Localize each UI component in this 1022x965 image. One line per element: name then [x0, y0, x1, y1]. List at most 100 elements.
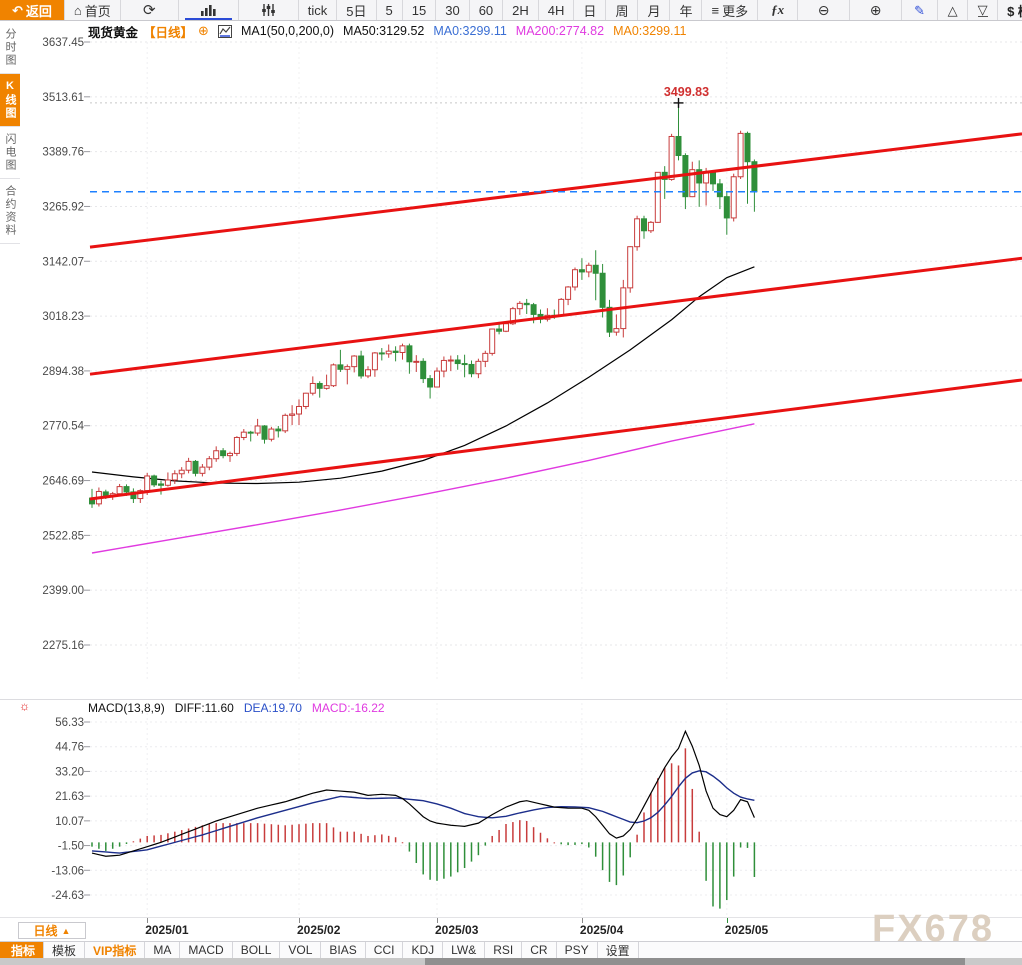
more-button[interactable]: ≡ 更多: [702, 0, 759, 20]
tab-RSI[interactable]: RSI: [485, 942, 523, 958]
svg-text:33.20: 33.20: [55, 766, 84, 778]
back-button[interactable]: ↶ 返回: [0, 0, 65, 20]
svg-text:10.07: 10.07: [55, 816, 84, 828]
refresh-button[interactable]: ⟳: [120, 0, 179, 20]
candles-layer: [89, 102, 758, 508]
svg-text:3499.83: 3499.83: [664, 85, 709, 99]
date-label-2025/03: 2025/03: [435, 923, 479, 937]
svg-text:-13.06: -13.06: [51, 865, 84, 877]
triangle-down-icon: ▽: [977, 2, 988, 17]
chart-type-sidebar: 分时图 K线图 闪电图 合约资料: [0, 22, 20, 244]
formula-button[interactable]: ƒx: [758, 0, 799, 20]
period-dropdown-button[interactable]: 日线 ▲: [18, 922, 86, 939]
svg-text:56.33: 56.33: [55, 717, 84, 729]
tab-CR[interactable]: CR: [522, 942, 557, 958]
month-tick: [299, 918, 300, 923]
refresh-icon: ⟳: [143, 1, 156, 19]
sidebar-item-合约资料[interactable]: 合约资料: [0, 179, 20, 244]
tab-LW&[interactable]: LW&: [443, 942, 486, 958]
indicator-adjust-button[interactable]: [238, 0, 299, 20]
add-indicator-icon[interactable]: ⊕: [198, 23, 209, 38]
zoom-out-icon: ⊖: [817, 2, 830, 18]
date-label-2025/05: 2025/05: [724, 923, 769, 937]
tab-CCI[interactable]: CCI: [365, 942, 404, 958]
period-button-30[interactable]: 30: [436, 0, 470, 20]
macd-definition: MACD(13,8,9): [88, 701, 165, 715]
macd-lines: [91, 729, 755, 857]
month-tick: [581, 918, 583, 923]
back-icon: ↶: [12, 2, 23, 18]
period-button-5[interactable]: 5: [376, 0, 403, 20]
tab-BOLL[interactable]: BOLL: [232, 942, 281, 958]
date-label-2025/04: 2025/04: [579, 923, 624, 937]
ma200-value: MA200:2774.82: [515, 24, 605, 38]
triangle-down-button[interactable]: ▽: [968, 0, 999, 20]
zoom-in-button[interactable]: ⊕: [850, 0, 903, 20]
indicator-settings-icon[interactable]: ☼: [19, 699, 30, 713]
ma0-orange-value: MA0:3299.11: [613, 24, 687, 38]
tab-BIAS[interactable]: BIAS: [321, 942, 366, 958]
draw-button[interactable]: ✎: [902, 0, 939, 20]
period-buttons: tick 5日 5 15 30 60 2H 4H 日周月年: [298, 0, 703, 20]
tab-PSY[interactable]: PSY: [556, 942, 598, 958]
tab-MA[interactable]: MA: [145, 942, 181, 958]
triangle-up-icon: △: [947, 2, 958, 18]
period-button-15[interactable]: 15: [402, 0, 437, 20]
fx-icon: ƒx: [771, 2, 785, 17]
sidebar-item-分时图[interactable]: 分时图: [0, 22, 20, 74]
tab-模板[interactable]: 模板: [44, 942, 86, 958]
tab-指标[interactable]: 指标: [3, 942, 45, 958]
scrollbar-thumb[interactable]: [425, 958, 965, 965]
period-button-周[interactable]: 周: [606, 0, 639, 20]
svg-text:3389.76: 3389.76: [42, 147, 84, 159]
triangle-up-button[interactable]: △: [938, 0, 969, 20]
month-tick: [437, 918, 438, 923]
sidebar-item-闪电图[interactable]: 闪电图: [0, 127, 20, 179]
ma50-value: MA50:3129.52: [343, 24, 425, 38]
svg-text:3142.07: 3142.07: [42, 256, 84, 268]
sidebar-item-K线图[interactable]: K线图: [0, 74, 20, 127]
period-button-年[interactable]: 年: [670, 0, 703, 20]
zoom-out-button[interactable]: ⊖: [798, 0, 851, 20]
moving-averages: [91, 266, 755, 554]
svg-text:3513.61: 3513.61: [42, 92, 84, 104]
svg-text:2770.54: 2770.54: [42, 421, 84, 433]
home-button[interactable]: ⌂ 首页: [64, 0, 121, 20]
period-dropdown-label: 日线: [33, 924, 58, 938]
home-icon: ⌂: [73, 2, 82, 18]
kline-settings-icon[interactable]: [217, 24, 232, 38]
tab-设置[interactable]: 设置: [597, 942, 639, 958]
svg-text:21.63: 21.63: [55, 791, 84, 803]
period-button-月[interactable]: 月: [638, 0, 671, 20]
macd-dea-value: DEA:19.70: [243, 701, 302, 715]
simulated-trading-button[interactable]: $ 模拟交: [998, 0, 1022, 20]
period-button-4H[interactable]: 4H: [538, 0, 575, 20]
svg-text:-24.63: -24.63: [51, 890, 84, 902]
svg-text:3637.45: 3637.45: [42, 37, 84, 49]
period-button-5日[interactable]: 5日: [337, 0, 377, 20]
tab-VOL[interactable]: VOL: [280, 942, 322, 958]
more-icon: ≡: [711, 2, 720, 18]
tab-KDJ[interactable]: KDJ: [403, 942, 444, 958]
kline-view-button[interactable]: [178, 0, 239, 20]
svg-text:2646.69: 2646.69: [42, 476, 84, 488]
tab-bar-accent-edge: [0, 942, 3, 958]
horizontal-scrollbar[interactable]: [0, 958, 1022, 965]
macd-histogram: [91, 748, 756, 909]
period-button-2H[interactable]: 2H: [503, 0, 539, 20]
period-button-60[interactable]: 60: [469, 0, 504, 20]
period-button-日[interactable]: 日: [574, 0, 607, 20]
svg-text:2275.16: 2275.16: [42, 640, 84, 652]
tab-MACD[interactable]: MACD: [180, 942, 233, 958]
ma0-blue-value: MA0:3299.11: [433, 24, 507, 38]
back-label: 返回: [25, 3, 52, 19]
svg-text:-1.50: -1.50: [58, 841, 84, 853]
macd-diff-value: DIFF:11.60: [174, 701, 234, 715]
period-tag: 【日线】: [143, 25, 194, 40]
tab-VIP指标[interactable]: VIP指标: [85, 942, 146, 958]
toolbar: ↶ 返回 ⌂ 首页 ⟳ tick 5日 5 15 30 60 2H 4H 日周月年 ≡ 更: [0, 0, 1022, 21]
period-button-tick[interactable]: tick: [298, 0, 338, 20]
svg-text:2522.85: 2522.85: [42, 530, 84, 542]
svg-text:44.76: 44.76: [55, 742, 84, 754]
